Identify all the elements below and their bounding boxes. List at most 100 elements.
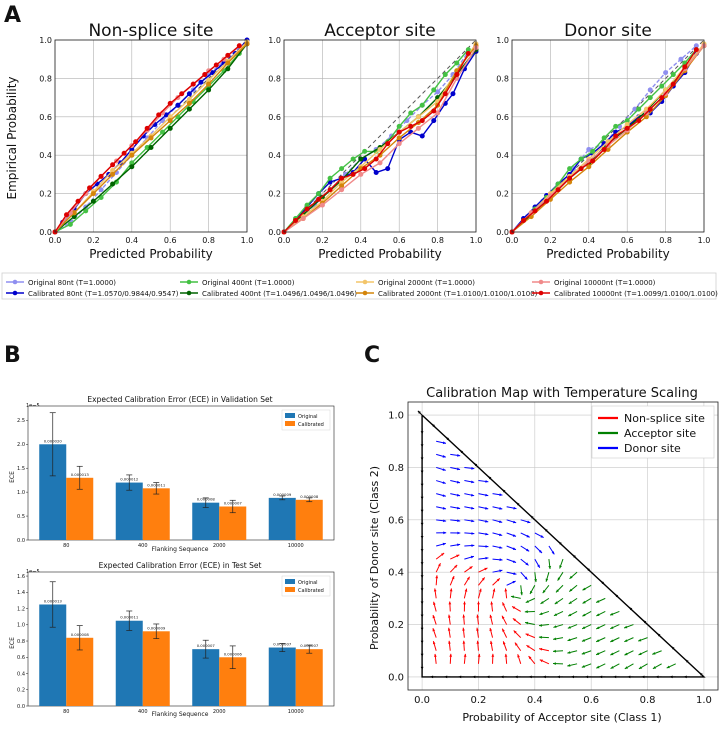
data-point bbox=[659, 98, 665, 104]
quiver-arrowhead bbox=[553, 662, 556, 665]
data-point bbox=[590, 148, 596, 154]
quiver-arrowhead bbox=[499, 533, 503, 537]
quiver-arrowhead bbox=[446, 437, 450, 441]
data-point bbox=[624, 118, 630, 124]
quiver-arrowhead bbox=[469, 566, 473, 570]
data-point bbox=[339, 187, 345, 193]
plot-frame bbox=[283, 39, 477, 233]
y-tick-label: 0.0 bbox=[17, 704, 25, 710]
calibration-plot-non-splice: Non-splice site Predicted Probability Em… bbox=[5, 21, 253, 261]
quiver-arrowhead bbox=[638, 666, 643, 669]
data-point bbox=[567, 175, 573, 181]
data-point bbox=[544, 198, 550, 204]
quiver-arrowhead bbox=[624, 625, 628, 629]
legend-swatch bbox=[285, 413, 295, 418]
bar-original bbox=[115, 482, 143, 540]
calibration-map-chart: Calibration Map with Temperature Scaling… bbox=[368, 386, 719, 724]
quiver-arrowhead bbox=[596, 652, 600, 655]
y-tick-label: 0.2 bbox=[39, 190, 52, 199]
bar-value-label: 0.000006 bbox=[224, 651, 243, 656]
data-point bbox=[465, 50, 471, 56]
x-tick-label: 80 bbox=[63, 543, 69, 549]
x-tick-label: 400 bbox=[138, 543, 148, 549]
data-point bbox=[71, 210, 77, 216]
data-point bbox=[419, 102, 425, 108]
data-point bbox=[396, 123, 402, 129]
quiver-arrowhead bbox=[624, 652, 628, 656]
quiver-arrowhead bbox=[485, 556, 489, 560]
legend-label: Original 80nt (T=1.0000) bbox=[28, 279, 116, 287]
quiver-arrowhead bbox=[638, 652, 642, 655]
quiver-arrowhead bbox=[544, 528, 548, 532]
quiver-arrowhead bbox=[420, 496, 424, 500]
data-point bbox=[408, 123, 414, 129]
quiver-arrowhead bbox=[420, 444, 424, 448]
data-point bbox=[643, 114, 649, 120]
calibration-plot-acceptor: Acceptor site Predicted Probability 0.00… bbox=[268, 21, 482, 261]
quiver-arrowhead bbox=[671, 646, 675, 650]
data-point bbox=[590, 158, 596, 164]
quiver-arrowhead bbox=[548, 566, 552, 569]
quiver-arrowhead bbox=[599, 675, 603, 679]
data-point bbox=[167, 114, 173, 120]
y-tick-label: 0.8 bbox=[388, 463, 404, 474]
quiver-arrowhead bbox=[652, 652, 656, 655]
x-tick-label: 1.0 bbox=[698, 236, 711, 245]
quiver-arrowhead bbox=[420, 522, 424, 526]
quiver-arrowhead bbox=[471, 519, 475, 523]
quiver-arrowhead bbox=[420, 614, 424, 618]
data-point bbox=[163, 112, 169, 118]
quiver-arrowhead bbox=[571, 675, 574, 679]
y-tick-label: 0.4 bbox=[17, 671, 25, 677]
quiver-arrowhead bbox=[513, 630, 517, 634]
quiver-arrowhead bbox=[538, 635, 542, 639]
x-tick-label: 10000 bbox=[288, 709, 304, 715]
data-point bbox=[385, 166, 391, 172]
quiver-arrowhead bbox=[596, 600, 600, 603]
quiver-arrowhead bbox=[485, 519, 489, 523]
data-point bbox=[431, 118, 437, 124]
quiver-arrowhead bbox=[463, 601, 466, 605]
y-axis-label: Empirical Probability bbox=[5, 76, 19, 199]
y-axis-label: ECE bbox=[9, 471, 16, 483]
quiver-arrowhead bbox=[559, 565, 562, 569]
quiver-arrowhead bbox=[474, 463, 478, 467]
quiver-arrowhead bbox=[448, 640, 451, 644]
data-point bbox=[160, 129, 166, 135]
bar-value-label: 0.000007 bbox=[197, 643, 216, 648]
quiver-arrowhead bbox=[513, 520, 517, 524]
quiver-arrowhead bbox=[476, 640, 480, 644]
quiver-arrowhead bbox=[513, 506, 517, 510]
quiver-arrowhead bbox=[420, 627, 424, 631]
y-tick-label: 0.6 bbox=[39, 113, 52, 122]
data-point bbox=[373, 156, 379, 162]
data-point bbox=[431, 108, 437, 114]
data-point bbox=[129, 146, 135, 152]
data-point bbox=[67, 221, 73, 227]
data-point bbox=[528, 210, 534, 216]
data-point bbox=[339, 183, 345, 189]
data-point bbox=[110, 168, 116, 174]
chart-title: Acceptor site bbox=[324, 21, 435, 41]
legend-label: Calibrated 10000nt (T=1.0099/1.0100/1.01… bbox=[554, 290, 718, 298]
quiver-arrowhead bbox=[476, 627, 479, 631]
x-tick-label: 0.8 bbox=[202, 236, 215, 245]
quiver-arrowhead bbox=[444, 675, 448, 679]
quiver-arrowhead bbox=[420, 431, 424, 435]
x-tick-label: 400 bbox=[138, 709, 148, 715]
data-point bbox=[532, 208, 538, 214]
quiver-arrowhead bbox=[558, 541, 562, 545]
quiver-arrowhead bbox=[655, 675, 659, 679]
quiver-arrowhead bbox=[538, 550, 542, 553]
data-point bbox=[586, 146, 592, 152]
data-point bbox=[624, 121, 630, 127]
quiver-arrowhead bbox=[638, 638, 642, 642]
quiver-arrowhead bbox=[489, 627, 493, 632]
quiver-arrowhead bbox=[542, 675, 546, 679]
data-point bbox=[129, 160, 135, 166]
data-point bbox=[339, 166, 345, 172]
quiver-arrowhead bbox=[553, 649, 556, 653]
x-tick-label: 1.0 bbox=[470, 236, 483, 245]
x-tick-label: 0.4 bbox=[527, 695, 543, 706]
legend-swatch bbox=[285, 421, 295, 426]
